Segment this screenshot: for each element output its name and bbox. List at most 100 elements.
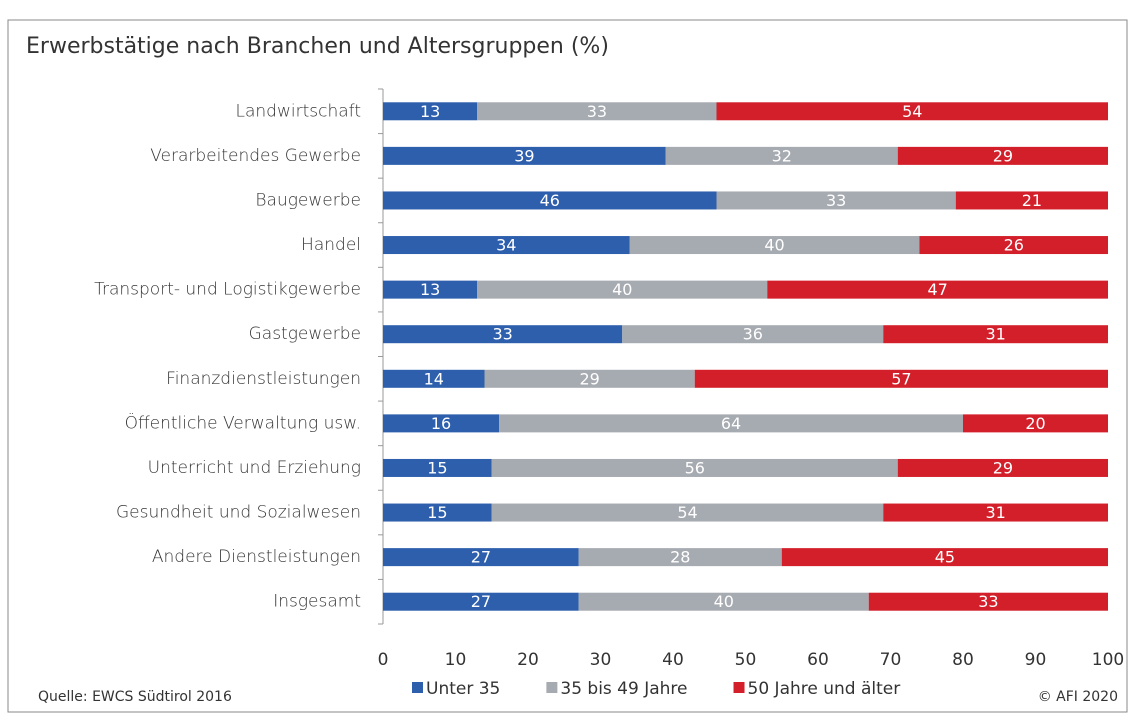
bar-segment xyxy=(491,503,884,522)
x-tick-label: 90 xyxy=(1025,650,1047,670)
bar-segment xyxy=(383,102,478,121)
y-tick-label: Finanzdienstleistungen xyxy=(166,369,361,389)
x-tick-label: 100 xyxy=(1092,650,1124,670)
bar-segment xyxy=(383,592,579,611)
data-label: 33 xyxy=(587,102,607,121)
data-label: 39 xyxy=(514,146,534,165)
bar-segment xyxy=(963,414,1108,433)
source: Quelle: EWCS Südtirol 2016 xyxy=(38,689,232,705)
x-tick-label: 0 xyxy=(378,650,389,670)
y-tick-label: Unterricht und Erziehung xyxy=(148,458,361,478)
y-tick-label: Insgesamt xyxy=(273,592,361,612)
bar-segment xyxy=(716,191,956,210)
bar-segment xyxy=(868,592,1108,611)
data-label: 21 xyxy=(1022,191,1042,210)
bar-segment xyxy=(665,146,898,165)
data-label: 29 xyxy=(993,458,1013,477)
data-label: 27 xyxy=(471,548,491,567)
bar-segment xyxy=(883,325,1108,344)
data-label: 56 xyxy=(685,458,705,477)
data-label: 33 xyxy=(492,325,512,344)
y-tick-label: Gesundheit und Sozialwesen xyxy=(116,503,361,523)
bar-segment xyxy=(767,280,1108,299)
x-tick-label: 80 xyxy=(952,650,974,670)
bar-segment xyxy=(919,236,1108,255)
data-label: 54 xyxy=(902,102,922,121)
y-tick-label: Landwirtschaft xyxy=(236,101,361,121)
data-label: 32 xyxy=(772,146,792,165)
bar-segment xyxy=(955,191,1108,210)
chart-title: Erwerbstätige nach Branchen und Altersgr… xyxy=(26,34,609,59)
bar-segment xyxy=(578,548,782,567)
bar-segment xyxy=(578,592,869,611)
bar-segment xyxy=(883,503,1108,522)
data-label: 40 xyxy=(714,592,734,611)
bar-segment xyxy=(383,146,666,165)
data-label: 13 xyxy=(420,102,440,121)
data-label: 57 xyxy=(891,369,911,388)
x-tick-label: 60 xyxy=(807,650,829,670)
legend-swatch xyxy=(546,682,558,693)
data-label: 45 xyxy=(935,548,955,567)
legend-label: 35 bis 49 Jahre xyxy=(560,679,687,699)
data-label: 46 xyxy=(540,191,560,210)
data-label: 26 xyxy=(1004,236,1024,255)
bar-segment xyxy=(383,280,478,299)
bar-segment xyxy=(383,548,579,567)
bar-segment xyxy=(383,191,717,210)
bar-segment xyxy=(383,503,492,522)
legend-swatch xyxy=(412,682,423,693)
data-label: 36 xyxy=(743,325,763,344)
bar-segment xyxy=(629,236,920,255)
data-label: 13 xyxy=(420,280,440,299)
bar-segment xyxy=(383,458,492,477)
bar-segment xyxy=(383,369,485,388)
data-label: 16 xyxy=(431,414,451,433)
bar-segment xyxy=(499,414,963,433)
credit: © AFI 2020 xyxy=(1038,689,1118,705)
legend-swatch xyxy=(733,682,745,693)
bar-segment xyxy=(383,325,623,344)
data-label: 14 xyxy=(424,369,444,388)
x-tick-label: 10 xyxy=(445,650,467,670)
bar-segment xyxy=(897,458,1108,477)
bar-segment xyxy=(477,102,717,121)
y-tick-label: Baugewerbe xyxy=(255,190,361,210)
legend-label: Unter 35 xyxy=(426,679,500,699)
data-label: 29 xyxy=(579,369,599,388)
y-tick-label: Andere Dienstleistungen xyxy=(152,547,361,567)
x-tick-label: 40 xyxy=(662,650,684,670)
data-label: 29 xyxy=(993,146,1013,165)
data-label: 47 xyxy=(927,280,947,299)
data-label: 27 xyxy=(471,592,491,611)
bar-segment xyxy=(897,146,1108,165)
data-label: 28 xyxy=(670,548,690,567)
y-tick-label: Transport- und Logistikgewerbe xyxy=(94,280,361,300)
y-tick-label: Handel xyxy=(301,235,361,255)
data-label: 15 xyxy=(427,458,447,477)
data-label: 20 xyxy=(1025,414,1045,433)
bar-segment xyxy=(622,325,884,344)
bar-segment xyxy=(716,102,1108,121)
y-tick-label: Öffentliche Verwaltung usw. xyxy=(125,411,361,433)
x-tick-label: 20 xyxy=(517,650,539,670)
bar-segment xyxy=(694,369,1108,388)
bar-segment xyxy=(383,414,499,433)
data-label: 31 xyxy=(985,503,1005,522)
x-tick-label: 70 xyxy=(880,650,902,670)
data-label: 40 xyxy=(764,236,784,255)
data-label: 64 xyxy=(721,414,741,433)
data-label: 34 xyxy=(496,236,516,255)
bar-segment xyxy=(781,548,1108,567)
x-tick-label: 30 xyxy=(590,650,612,670)
data-label: 33 xyxy=(978,592,998,611)
y-tick-label: Gastgewerbe xyxy=(249,324,361,344)
bar-segment xyxy=(383,236,630,255)
data-label: 40 xyxy=(612,280,632,299)
bar-segment xyxy=(477,280,768,299)
data-label: 31 xyxy=(985,325,1005,344)
bar-segment xyxy=(484,369,695,388)
data-label: 15 xyxy=(427,503,447,522)
bar-segment xyxy=(491,458,898,477)
